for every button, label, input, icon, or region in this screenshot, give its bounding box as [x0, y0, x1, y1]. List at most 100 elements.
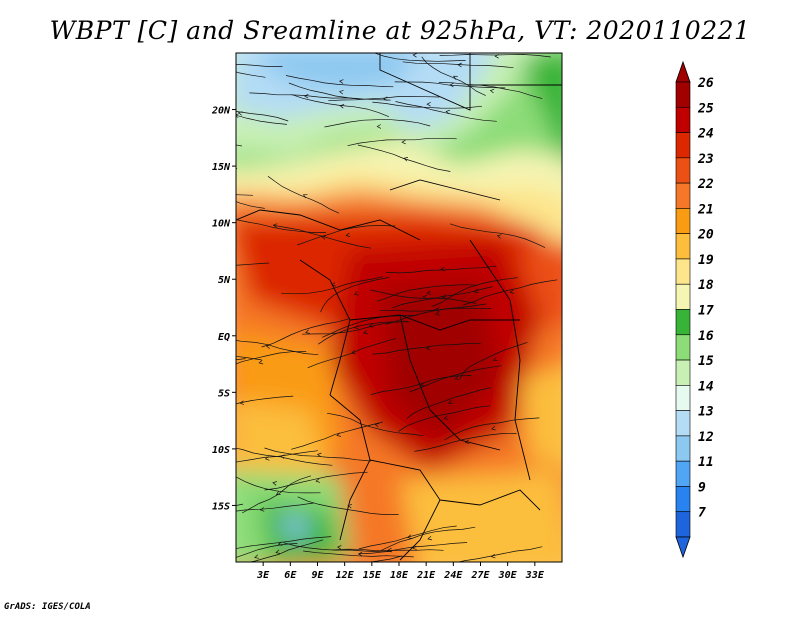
colorbar-swatch — [675, 334, 691, 361]
colorbar-swatch — [675, 157, 691, 184]
streamline — [373, 53, 466, 62]
streamline — [281, 276, 383, 295]
streamline — [320, 277, 390, 313]
streamline — [358, 525, 457, 550]
page-title: WBPT [C] and Sreamline at 925hPa, VT: 20… — [49, 16, 751, 45]
colorbar-label: 15 — [698, 354, 714, 369]
streamline-arrow — [227, 63, 231, 67]
streamline-arrow — [302, 194, 308, 199]
streamline — [385, 303, 487, 325]
y-tick-label: 10N — [212, 219, 231, 230]
streamline-arrow — [190, 508, 194, 512]
streamline-arrow — [265, 344, 271, 349]
streamline — [236, 64, 283, 67]
x-axis: 3E 6E 9E 12E 15E 18E 21E 24E 27E 30E 33E — [256, 562, 545, 581]
colorbar-swatch — [675, 486, 691, 513]
streamline-arrow — [457, 62, 462, 68]
streamline — [372, 342, 481, 355]
streamline — [394, 81, 506, 89]
colorbar: 26 25 24 23 22 21 20 19 18 17 16 15 14 13 12 11 9 7 — [675, 60, 714, 559]
streamline — [370, 289, 477, 304]
x-tick-label: 15E — [363, 570, 382, 581]
streamline-arrow — [254, 554, 259, 559]
streamline — [264, 447, 371, 462]
streamline — [297, 496, 399, 515]
streamline-arrow — [453, 75, 458, 80]
streamline-arrow — [374, 423, 380, 428]
streamline-arrow — [351, 349, 356, 355]
streamline — [236, 114, 287, 125]
streamline-arrow — [422, 294, 428, 300]
streamline-arrow — [321, 235, 326, 240]
streamline — [236, 144, 242, 147]
streamline-arrow — [448, 399, 453, 404]
streamline — [236, 450, 318, 463]
streamline-arrow — [239, 400, 245, 405]
streamline-arrow — [412, 53, 418, 58]
x-tick-label: 12E — [336, 570, 355, 581]
streamline — [267, 176, 340, 214]
streamline — [444, 417, 540, 441]
y-tick-label: 15S — [212, 501, 230, 512]
streamline — [392, 286, 493, 309]
streamline-arrow — [454, 375, 460, 381]
streamline — [302, 320, 408, 335]
streamline-arrow — [490, 553, 496, 559]
streamline — [236, 201, 265, 209]
streamline — [236, 71, 266, 78]
streamline — [421, 56, 486, 96]
streamline-arrow — [331, 282, 336, 287]
streamline-arrow — [363, 330, 368, 335]
streamline-arrow — [354, 291, 359, 296]
streamline — [249, 92, 360, 100]
y-tick-label: 10S — [212, 445, 230, 456]
streamline-arrow — [376, 124, 382, 129]
streamline-arrow — [426, 290, 432, 295]
credit-text: GrADS: IGES/COLA — [4, 602, 91, 612]
streamlines — [188, 53, 558, 562]
streamline-arrow — [474, 288, 479, 294]
colorbar-label: 7 — [698, 506, 706, 521]
colorbar-label: 18 — [698, 278, 714, 293]
colorbar-swatch — [675, 182, 691, 209]
streamline-arrow — [237, 111, 243, 116]
streamline — [414, 433, 517, 452]
x-tick-label: 30E — [498, 570, 518, 581]
colorbar-label: 21 — [697, 202, 714, 217]
colorbar-label: 26 — [697, 76, 714, 91]
y-tick-label: 15N — [212, 162, 231, 173]
streamline-arrow — [214, 261, 218, 265]
streamline-arrow — [339, 104, 345, 109]
streamline — [385, 265, 497, 274]
streamline-arrow — [427, 535, 432, 541]
x-tick-label: 33E — [525, 570, 545, 581]
streamline-arrow — [338, 79, 344, 84]
streamline — [406, 387, 491, 419]
colorbar-label: 14 — [698, 379, 714, 394]
streamline — [395, 101, 497, 122]
colorbar-label: 13 — [698, 405, 714, 420]
streamline-arrow — [435, 311, 440, 316]
y-tick-label: 5N — [218, 275, 231, 286]
streamline — [318, 321, 410, 345]
streamline — [324, 119, 431, 128]
streamline-arrow — [345, 232, 351, 238]
streamline — [322, 315, 417, 338]
streamline — [236, 111, 289, 122]
streamline — [380, 526, 476, 551]
colorbar-swatch — [675, 233, 691, 260]
streamline — [358, 542, 468, 555]
streamline — [236, 543, 298, 559]
colorbar-label: 19 — [698, 253, 714, 268]
streamline-arrow — [200, 198, 204, 202]
streamline — [285, 75, 394, 88]
colorbar-swatch — [675, 132, 691, 159]
colorbar-swatch — [675, 106, 691, 133]
streamline-arrow — [192, 154, 196, 158]
streamline-arrow — [491, 426, 496, 431]
y-axis: 20N 15N 10N 5N EQ 5S 10S 15S — [211, 106, 236, 512]
streamline-arrow — [236, 113, 239, 118]
y-tick-label: EQ — [218, 332, 230, 343]
streamline-arrow — [188, 146, 192, 150]
colorbar-label: 25 — [697, 101, 714, 116]
